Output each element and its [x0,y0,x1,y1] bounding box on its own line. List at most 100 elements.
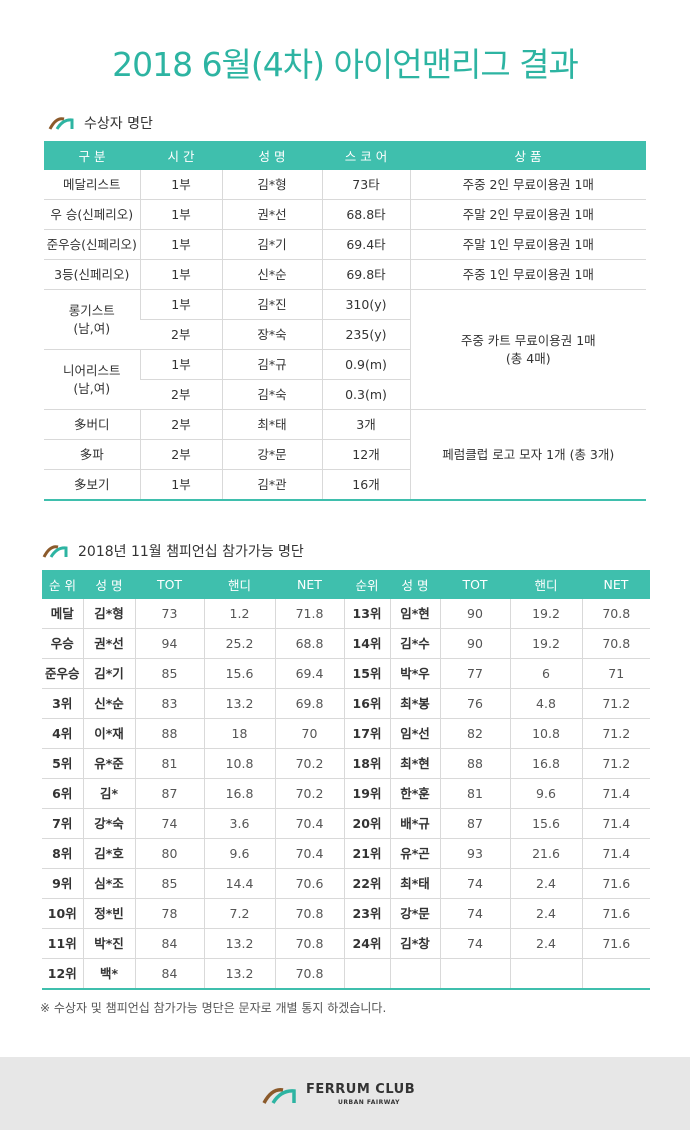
table-cell: 69.4타 [321,229,410,260]
table-cell: 신*순 [221,259,322,290]
table-cell: 71.4 [581,838,650,869]
logo-icon [42,545,68,558]
table-cell: 신*순 [82,688,135,719]
table-cell: 71.8 [274,599,344,629]
column-header: NET [275,570,344,599]
table-cell: 2부 [139,439,222,470]
table-cell: 14위 [343,628,390,659]
table-cell: 임*선 [389,718,440,749]
table-cell: 70 [274,718,344,749]
table-cell: 정*빈 [82,898,135,929]
table-cell: 81 [439,778,510,809]
table-cell: 김*규 [221,349,322,380]
prize-cell: 주중 카트 무료이용권 1매 (총 4매) [409,289,646,410]
table-cell: 1부 [139,259,222,290]
table-cell: 21위 [343,838,390,869]
table-cell: 주말 2인 무료이용권 1매 [409,199,646,230]
table-cell: 0.3(m) [321,379,410,410]
table-cell: 71.2 [581,748,650,779]
table-cell: 준우승 [42,658,83,689]
table-row: 준우승(신페리오) 1부 김*기 69.4타 주말 1인 무료이용권 1매 [44,229,646,260]
table-cell: 310(y) [321,289,410,320]
column-header: 성 명 [390,570,440,599]
table-cell: 1.2 [203,599,275,629]
heading-text: 2018년 11월 챔피언십 참가가능 명단 [78,544,304,560]
column-header: NET [582,570,650,599]
table-cell: 87 [134,778,204,809]
table-cell: 78 [134,898,204,929]
table-cell: 18 [203,718,275,749]
column-header: 구 분 [44,141,140,170]
table-row: 4위 이*재 88 18 70 17위 임*선 82 10.8 71.2 [42,718,650,749]
table-cell: 주말 1인 무료이용권 1매 [409,229,646,260]
table-cell: 69.8 [274,688,344,719]
table-cell: 김*형 [221,170,322,200]
table-cell: 백* [82,958,135,990]
table-cell: 심*조 [82,868,135,899]
table-row: 5위 유*준 81 10.8 70.2 18위 최*현 88 16.8 71.2 [42,748,650,779]
category-cell: 롱기스트 (남,여) [44,289,140,350]
category-cell: 니어리스트 (남,여) [44,349,140,410]
table-cell: 80 [134,838,204,869]
table-cell: 3등(신페리오) [44,259,140,290]
table-cell: 10.8 [509,718,582,749]
empty-cell [389,958,440,990]
table-cell: 9.6 [203,838,275,869]
table-cell: 70.8 [274,958,344,990]
footer-tagline: URBAN FAIRWAY [338,1099,400,1106]
heading-text: 수상자 명단 [84,116,153,132]
table-row: 多보기 1부 김*관 16개 [44,469,646,501]
empty-cell [343,958,390,990]
table-cell: 69.8타 [321,259,410,290]
table-row: 우 승(신페리오) 1부 권*선 68.8타 주말 2인 무료이용권 1매 [44,199,646,230]
table-cell: 18위 [343,748,390,779]
table-cell: 김*숙 [221,379,322,410]
table-row: 多파 2부 강*문 12개 [44,439,646,470]
table-cell: 박*우 [389,658,440,689]
table-row: 多버디 2부 최*태 3개 페럼클럽 로고 모자 1개 (총 3개) [44,409,646,501]
table-row: 메달리스트 1부 김*형 73타 주중 2인 무료이용권 1매 [44,170,646,200]
table-cell: 16위 [343,688,390,719]
table-cell: 85 [134,868,204,899]
table-row: 니어리스트 (남,여) 1부 김*규 0.9(m) [44,349,646,410]
table-cell: 6위 [42,778,83,809]
table-cell: 김*호 [82,838,135,869]
table-cell: 0.9(m) [321,349,410,380]
table-row: 롱기스트 (남,여) 1부 김*진 310(y) 주중 카트 무료이용권 1매 (총 4… [44,289,646,410]
table-cell: 22위 [343,868,390,899]
table-cell: 68.8타 [321,199,410,230]
table-cell: 12개 [321,439,410,470]
table-cell: 김* [82,778,135,809]
table-cell: 11위 [42,928,83,959]
table-cell: 71.2 [581,718,650,749]
empty-cell [581,958,650,990]
table-cell: 김*진 [221,289,322,320]
table-cell: 최*태 [389,868,440,899]
table-cell: 71.4 [581,778,650,809]
table-row: 6위 김* 87 16.8 70.2 19위 한*훈 81 9.6 71.4 [42,778,650,809]
footer: FERRUM CLUB URBAN FAIRWAY [0,1057,690,1130]
table-cell: 13.2 [203,958,275,990]
table-cell: 70.8 [274,898,344,929]
table-cell: 多파 [44,439,140,470]
section-heading: 수상자 명단 [48,113,153,133]
table-cell: 21.6 [509,838,582,869]
table-cell: 3.6 [203,808,275,839]
table-cell: 준우승(신페리오) [44,229,140,260]
table-cell: 87 [439,808,510,839]
table-cell: 25.2 [203,628,275,659]
table-cell: 2부 [140,379,222,410]
table-cell: 1부 [139,170,222,200]
table-cell: 多버디 [44,409,140,440]
table-cell: 1부 [139,469,222,501]
table-cell: 19.2 [509,628,582,659]
table-cell: 77 [439,658,510,689]
table-cell: 9.6 [509,778,582,809]
table-cell: 권*선 [221,199,322,230]
empty-cell [509,958,582,990]
section-heading: 2018년 11월 챔피언십 참가가능 명단 [42,541,304,561]
table-cell: 24위 [343,928,390,959]
logo-icon [48,117,74,130]
